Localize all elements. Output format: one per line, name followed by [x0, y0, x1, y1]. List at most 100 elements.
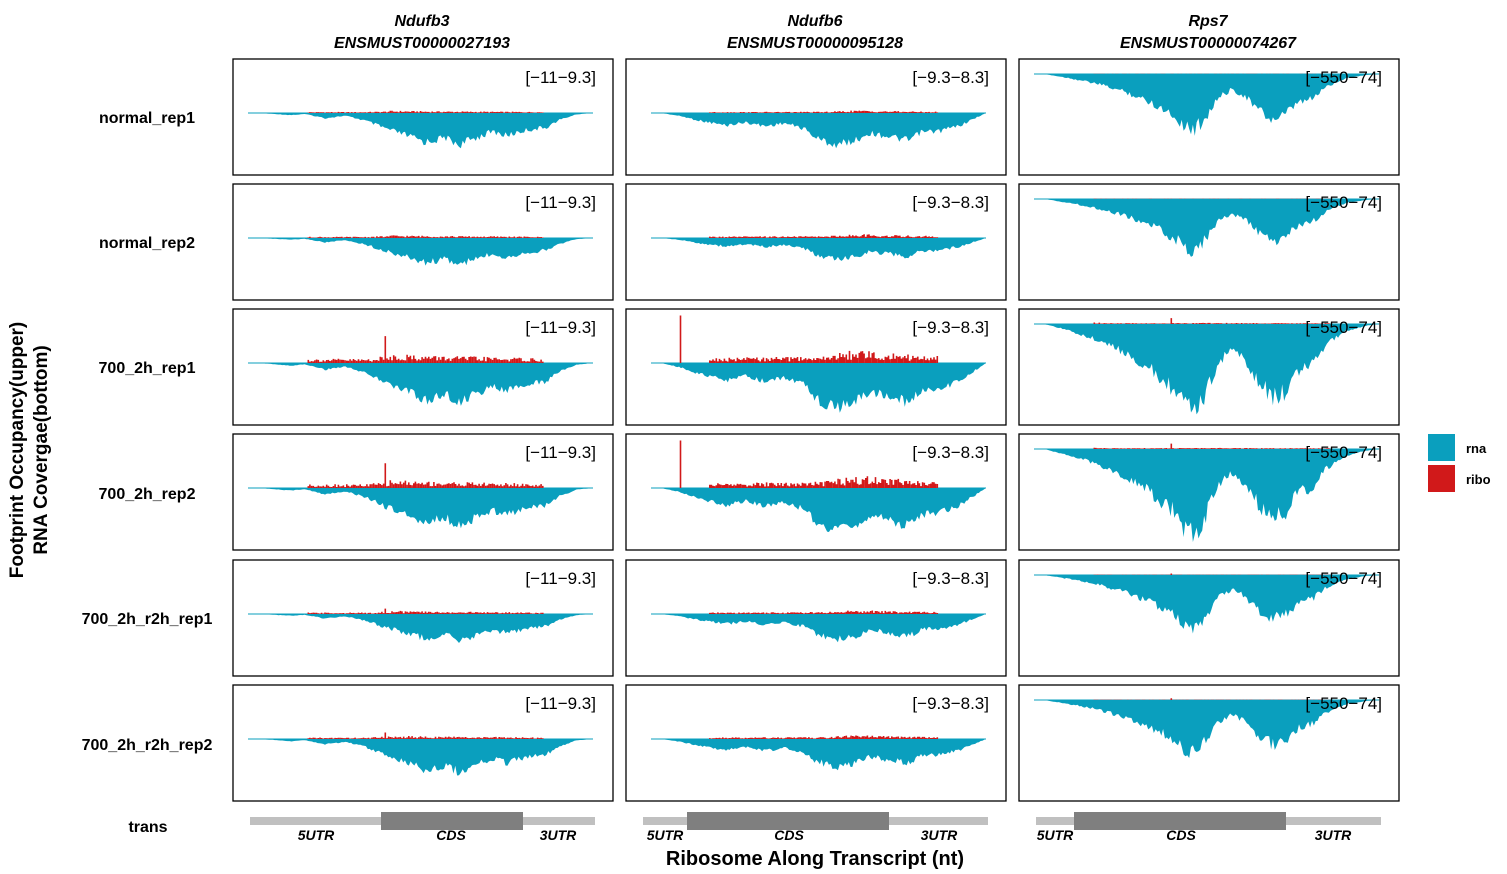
gene-name: Rps7 [1188, 13, 1228, 30]
ribo-footprint-bars [1093, 443, 1330, 449]
row-label-1: normal_rep2 [99, 235, 195, 252]
transcript-id: ENSMUST00000027193 [334, 35, 510, 52]
ribo-footprint-bars [679, 440, 939, 488]
y-range-label: [−550−74] [1305, 193, 1382, 212]
legend-label-ribo: ribo [1466, 472, 1491, 487]
panel-700_2h_rep1-Ndufb3: [−11−9.3] [232, 308, 614, 426]
y-range-label: [−11−9.3] [525, 443, 596, 462]
rna-coverage-area [661, 238, 986, 261]
rna-coverage-area [1044, 74, 1379, 136]
ribo-footprint-bars [307, 235, 544, 238]
utr3-label: 3UTR [1315, 827, 1352, 843]
utr5-label: 5UTR [1037, 827, 1074, 843]
column-header-2: Rps7 ENSMUST00000074267 [1120, 13, 1297, 52]
cds-bar [687, 812, 889, 830]
column-header-1: Ndufb6 ENSMUST00000095128 [727, 13, 903, 52]
rna-coverage-area [258, 363, 593, 406]
rna-coverage-area [258, 739, 593, 776]
utr5-label: 5UTR [647, 827, 684, 843]
rna-coverage-area [661, 488, 986, 532]
rna-coverage-area [1044, 449, 1379, 542]
rna-coverage-area [258, 238, 593, 266]
y-range-label: [−9.3−8.3] [912, 569, 989, 588]
ribo-footprint-bars [1093, 698, 1330, 700]
rna-coverage-area [661, 113, 986, 149]
panel-700_2h_r2h_rep2-Ndufb6: [−9.3−8.3] [625, 684, 1007, 802]
legend-key-ribo [1428, 465, 1455, 492]
utr5-label: 5UTR [298, 827, 335, 843]
ribo-footprint-bars [307, 732, 544, 739]
ribo-footprint-bars [307, 110, 544, 113]
structure-Ndufb3: 5UTR CDS 3UTR [250, 812, 595, 843]
legend-key-rna [1428, 434, 1455, 461]
rna-coverage-area [258, 614, 593, 643]
panel-700_2h_rep2-Ndufb6: [−9.3−8.3] [625, 433, 1007, 551]
ribo-footprint-bars [1093, 573, 1330, 575]
y-range-label: [−11−9.3] [525, 694, 596, 713]
panel-700_2h_r2h_rep2-Rps7: [−550−74] [1018, 684, 1400, 802]
panel-700_2h_rep2-Rps7: [−550−74] [1018, 433, 1400, 551]
rna-coverage-area [661, 614, 986, 643]
rna-coverage-area [1044, 324, 1379, 415]
y-range-label: [−9.3−8.3] [912, 318, 989, 337]
y-range-label: [−550−74] [1305, 569, 1382, 588]
y-range-label: [−550−74] [1305, 318, 1382, 337]
y-range-label: [−550−74] [1305, 68, 1382, 87]
y-range-label: [−9.3−8.3] [912, 193, 989, 212]
row-label-5: 700_2h_r2h_rep2 [82, 737, 213, 754]
panel-700_2h_rep1-Rps7: [−550−74] [1018, 308, 1400, 426]
cds-bar [381, 812, 523, 830]
cds-label: CDS [436, 827, 466, 843]
ribo-footprint-bars [709, 110, 939, 113]
panel-700_2h_rep1-Ndufb6: [−9.3−8.3] [625, 308, 1007, 426]
transcript-id: ENSMUST00000095128 [727, 35, 903, 52]
ribo-footprint-bars [709, 610, 939, 614]
ribo-footprint-bars [679, 315, 939, 363]
panel-normal_rep1-Ndufb3: [−11−9.3] [232, 58, 614, 176]
ribo-footprint-bars [307, 463, 544, 488]
y-range-label: [−11−9.3] [525, 318, 596, 337]
row-label-2: 700_2h_rep1 [99, 360, 196, 377]
transcript-id: ENSMUST00000074267 [1120, 35, 1297, 52]
y-range-label: [−11−9.3] [525, 569, 596, 588]
ribo-footprint-bars [307, 608, 544, 614]
row-label-3: 700_2h_rep2 [99, 486, 196, 503]
panel-grid: [−11−9.3] [−9.3−8.3] [−550−74] [−11−9.3] [−9… [232, 58, 1400, 802]
y-range-label: [−9.3−8.3] [912, 443, 989, 462]
transcript-structure-row: 5UTR CDS 3UTR 5UTR CDS 3UTR 5UTR CDS 3UTR [250, 812, 1381, 843]
rna-coverage-area [661, 739, 986, 771]
gene-name: Ndufb3 [394, 13, 449, 30]
cds-label: CDS [1166, 827, 1196, 843]
y-range-label: [−9.3−8.3] [912, 68, 989, 87]
rna-coverage-area [1044, 700, 1379, 758]
y-axis-title-line2: RNA Covergae(bottom) [31, 345, 52, 554]
utr3-label: 3UTR [921, 827, 958, 843]
y-range-label: [−9.3−8.3] [912, 694, 989, 713]
rna-coverage-area [1044, 199, 1379, 257]
y-range-label: [−550−74] [1305, 443, 1382, 462]
y-range-label: [−11−9.3] [525, 68, 596, 87]
rna-coverage-area [258, 488, 593, 529]
gene-name: Ndufb6 [787, 13, 842, 30]
legend-label-rna: rna [1466, 441, 1487, 456]
y-range-label: [−550−74] [1305, 694, 1382, 713]
panel-normal_rep2-Ndufb3: [−11−9.3] [232, 183, 614, 301]
cds-bar [1074, 812, 1286, 830]
column-header-0: Ndufb3 ENSMUST00000027193 [334, 13, 510, 52]
panel-700_2h_r2h_rep1-Rps7: [−550−74] [1018, 559, 1400, 677]
legend: rna ribo [1428, 434, 1491, 492]
row-label-0: normal_rep1 [99, 110, 195, 127]
panel-700_2h_r2h_rep2-Ndufb3: [−11−9.3] [232, 684, 614, 802]
structure-Ndufb6: 5UTR CDS 3UTR [643, 812, 988, 843]
structure-row-label: trans [128, 819, 167, 836]
ribo-footprint-bars [709, 234, 939, 238]
y-axis-title: Footprint Occupancy(upper) RNA Covergae(… [7, 322, 52, 579]
ribo-footprint-bars [307, 336, 544, 363]
panel-700_2h_r2h_rep1-Ndufb6: [−9.3−8.3] [625, 559, 1007, 677]
ribo-footprint-bars [1093, 318, 1330, 324]
panel-normal_rep1-Ndufb6: [−9.3−8.3] [625, 58, 1007, 176]
ribo-footprint-bars [709, 735, 939, 739]
panel-700_2h_r2h_rep1-Ndufb3: [−11−9.3] [232, 559, 614, 677]
cds-label: CDS [774, 827, 804, 843]
